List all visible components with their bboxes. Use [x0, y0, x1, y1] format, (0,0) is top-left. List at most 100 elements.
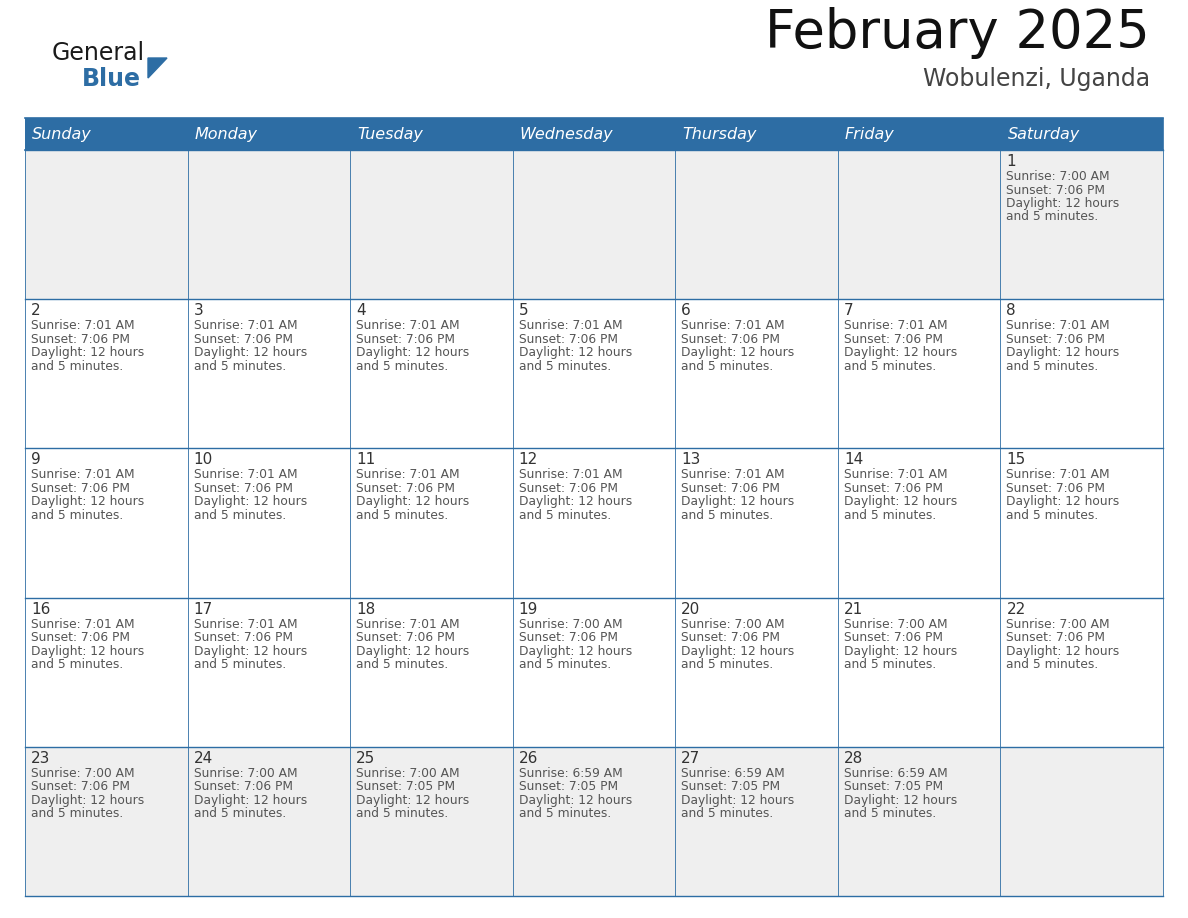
Text: 17: 17 — [194, 601, 213, 617]
Text: 15: 15 — [1006, 453, 1025, 467]
Bar — [1000, 448, 1163, 598]
Text: and 5 minutes.: and 5 minutes. — [681, 360, 773, 373]
Text: Sunset: 7:06 PM: Sunset: 7:06 PM — [31, 631, 129, 644]
Bar — [25, 747, 188, 896]
Bar — [188, 150, 350, 299]
Bar — [25, 299, 188, 448]
Text: Sunrise: 7:01 AM: Sunrise: 7:01 AM — [1006, 468, 1110, 481]
Text: Daylight: 12 hours: Daylight: 12 hours — [356, 346, 469, 359]
Text: Sunrise: 7:01 AM: Sunrise: 7:01 AM — [1006, 319, 1110, 332]
Text: Daylight: 12 hours: Daylight: 12 hours — [843, 496, 958, 509]
Text: Saturday: Saturday — [1007, 127, 1080, 141]
Text: Daylight: 12 hours: Daylight: 12 hours — [356, 496, 469, 509]
Text: 25: 25 — [356, 751, 375, 766]
Bar — [675, 747, 838, 896]
Bar — [513, 118, 675, 150]
Text: Sunset: 7:06 PM: Sunset: 7:06 PM — [1006, 482, 1105, 495]
Text: Daylight: 12 hours: Daylight: 12 hours — [194, 496, 307, 509]
Text: Daylight: 12 hours: Daylight: 12 hours — [31, 644, 144, 657]
Text: Sunset: 7:06 PM: Sunset: 7:06 PM — [31, 332, 129, 346]
Text: Sunrise: 7:01 AM: Sunrise: 7:01 AM — [194, 618, 297, 631]
Text: Sunset: 7:06 PM: Sunset: 7:06 PM — [519, 631, 618, 644]
Bar — [513, 448, 675, 598]
Text: Sunset: 7:06 PM: Sunset: 7:06 PM — [356, 631, 455, 644]
Text: Daylight: 12 hours: Daylight: 12 hours — [519, 496, 632, 509]
Text: Sunset: 7:05 PM: Sunset: 7:05 PM — [519, 780, 618, 793]
Bar — [838, 448, 1000, 598]
Text: Sunset: 7:06 PM: Sunset: 7:06 PM — [681, 482, 781, 495]
Text: and 5 minutes.: and 5 minutes. — [519, 807, 611, 821]
Text: 19: 19 — [519, 601, 538, 617]
Text: Wednesday: Wednesday — [519, 127, 613, 141]
Bar — [838, 747, 1000, 896]
Text: Sunrise: 7:01 AM: Sunrise: 7:01 AM — [681, 319, 785, 332]
Text: Daylight: 12 hours: Daylight: 12 hours — [681, 346, 795, 359]
Text: Daylight: 12 hours: Daylight: 12 hours — [31, 794, 144, 807]
Text: Sunrise: 7:00 AM: Sunrise: 7:00 AM — [519, 618, 623, 631]
Text: 4: 4 — [356, 303, 366, 319]
Text: Blue: Blue — [82, 67, 141, 91]
Bar — [188, 299, 350, 448]
Text: 13: 13 — [681, 453, 701, 467]
Bar — [188, 118, 350, 150]
Text: Sunday: Sunday — [32, 127, 91, 141]
Text: Sunrise: 7:00 AM: Sunrise: 7:00 AM — [356, 767, 460, 779]
Text: Sunset: 7:06 PM: Sunset: 7:06 PM — [194, 631, 292, 644]
Text: Daylight: 12 hours: Daylight: 12 hours — [194, 644, 307, 657]
Text: and 5 minutes.: and 5 minutes. — [194, 807, 286, 821]
Text: Monday: Monday — [195, 127, 258, 141]
Text: Sunset: 7:05 PM: Sunset: 7:05 PM — [681, 780, 781, 793]
Text: Sunrise: 7:00 AM: Sunrise: 7:00 AM — [194, 767, 297, 779]
Bar — [1000, 598, 1163, 747]
Text: Daylight: 12 hours: Daylight: 12 hours — [843, 346, 958, 359]
Bar — [350, 299, 513, 448]
Text: Sunrise: 7:01 AM: Sunrise: 7:01 AM — [31, 319, 134, 332]
Text: 3: 3 — [194, 303, 203, 319]
Text: Daylight: 12 hours: Daylight: 12 hours — [681, 496, 795, 509]
Text: Sunset: 7:06 PM: Sunset: 7:06 PM — [194, 332, 292, 346]
Text: 8: 8 — [1006, 303, 1016, 319]
Text: Sunset: 7:06 PM: Sunset: 7:06 PM — [843, 631, 943, 644]
Text: Daylight: 12 hours: Daylight: 12 hours — [1006, 346, 1119, 359]
Text: and 5 minutes.: and 5 minutes. — [356, 360, 448, 373]
Text: 23: 23 — [31, 751, 50, 766]
Text: 2: 2 — [31, 303, 40, 319]
Text: Sunset: 7:06 PM: Sunset: 7:06 PM — [681, 332, 781, 346]
Text: Sunset: 7:06 PM: Sunset: 7:06 PM — [194, 780, 292, 793]
Text: General: General — [52, 41, 145, 65]
Text: and 5 minutes.: and 5 minutes. — [843, 509, 936, 522]
Text: Daylight: 12 hours: Daylight: 12 hours — [681, 794, 795, 807]
Text: 12: 12 — [519, 453, 538, 467]
Text: and 5 minutes.: and 5 minutes. — [519, 658, 611, 671]
Text: Sunrise: 7:01 AM: Sunrise: 7:01 AM — [194, 319, 297, 332]
Text: 5: 5 — [519, 303, 529, 319]
Text: 11: 11 — [356, 453, 375, 467]
Polygon shape — [148, 58, 168, 78]
Text: and 5 minutes.: and 5 minutes. — [356, 807, 448, 821]
Bar — [25, 118, 188, 150]
Bar — [350, 747, 513, 896]
Text: Daylight: 12 hours: Daylight: 12 hours — [31, 496, 144, 509]
Text: and 5 minutes.: and 5 minutes. — [519, 509, 611, 522]
Text: 26: 26 — [519, 751, 538, 766]
Text: Sunrise: 7:00 AM: Sunrise: 7:00 AM — [681, 618, 785, 631]
Text: Sunrise: 7:00 AM: Sunrise: 7:00 AM — [1006, 618, 1110, 631]
Text: and 5 minutes.: and 5 minutes. — [519, 360, 611, 373]
Bar — [1000, 747, 1163, 896]
Text: Daylight: 12 hours: Daylight: 12 hours — [1006, 644, 1119, 657]
Bar — [350, 118, 513, 150]
Bar — [350, 598, 513, 747]
Bar — [513, 598, 675, 747]
Text: and 5 minutes.: and 5 minutes. — [194, 509, 286, 522]
Text: Sunrise: 6:59 AM: Sunrise: 6:59 AM — [519, 767, 623, 779]
Text: Sunrise: 7:01 AM: Sunrise: 7:01 AM — [356, 319, 460, 332]
Text: Thursday: Thursday — [682, 127, 757, 141]
Bar — [838, 118, 1000, 150]
Bar — [513, 150, 675, 299]
Text: Sunset: 7:06 PM: Sunset: 7:06 PM — [681, 631, 781, 644]
Bar — [25, 448, 188, 598]
Text: and 5 minutes.: and 5 minutes. — [681, 658, 773, 671]
Text: Sunrise: 7:00 AM: Sunrise: 7:00 AM — [1006, 170, 1110, 183]
Text: and 5 minutes.: and 5 minutes. — [31, 807, 124, 821]
Text: Sunset: 7:06 PM: Sunset: 7:06 PM — [194, 482, 292, 495]
